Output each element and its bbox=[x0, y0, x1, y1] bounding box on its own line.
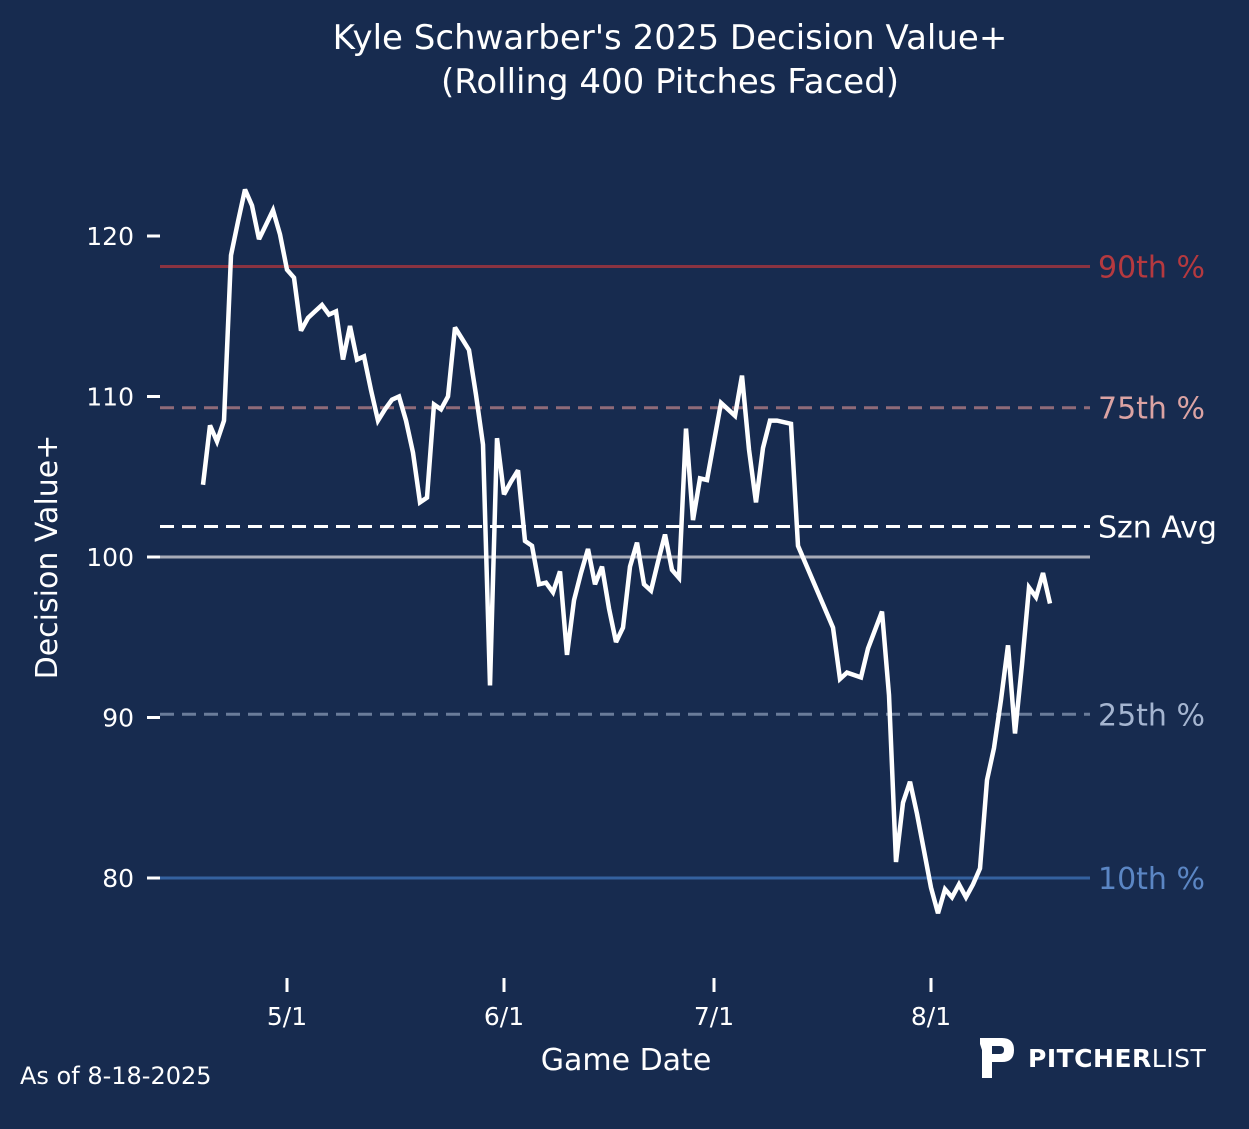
chart-subtitle: (Rolling 400 Pitches Faced) bbox=[440, 62, 900, 102]
y-tick-label: 120 bbox=[86, 222, 134, 251]
as-of-date: As of 8-18-2025 bbox=[20, 1062, 212, 1090]
reference-line-label: 75th % bbox=[1098, 392, 1205, 427]
y-tick-label: 80 bbox=[102, 864, 134, 893]
pitcherlist-wordmark: PITCHERLIST bbox=[1028, 1043, 1207, 1073]
reference-line-label: Szn Avg bbox=[1098, 511, 1217, 546]
y-axis-label: Decision Value+ bbox=[30, 435, 65, 680]
series-line bbox=[200, 188, 1053, 914]
pitcherlist-logo: PITCHERLIST bbox=[978, 1036, 1206, 1080]
y-tick-label: 90 bbox=[102, 704, 134, 733]
y-tick-label: 110 bbox=[86, 383, 134, 412]
x-axis-label: Game Date bbox=[541, 1043, 712, 1078]
pitcherlist-p-logo-icon bbox=[980, 1038, 1014, 1078]
x-tick-label: 7/1 bbox=[694, 1002, 734, 1031]
chart-title: Kyle Schwarber's 2025 Decision Value+ bbox=[332, 18, 1008, 58]
reference-line-label: 10th % bbox=[1098, 862, 1205, 897]
x-tick-label: 8/1 bbox=[911, 1002, 951, 1031]
reference-line-label: 90th % bbox=[1098, 250, 1205, 285]
x-tick-label: 5/1 bbox=[267, 1002, 307, 1031]
reference-line-label: 25th % bbox=[1098, 698, 1205, 733]
y-tick-label: 100 bbox=[86, 543, 134, 572]
x-tick-label: 6/1 bbox=[484, 1002, 524, 1031]
